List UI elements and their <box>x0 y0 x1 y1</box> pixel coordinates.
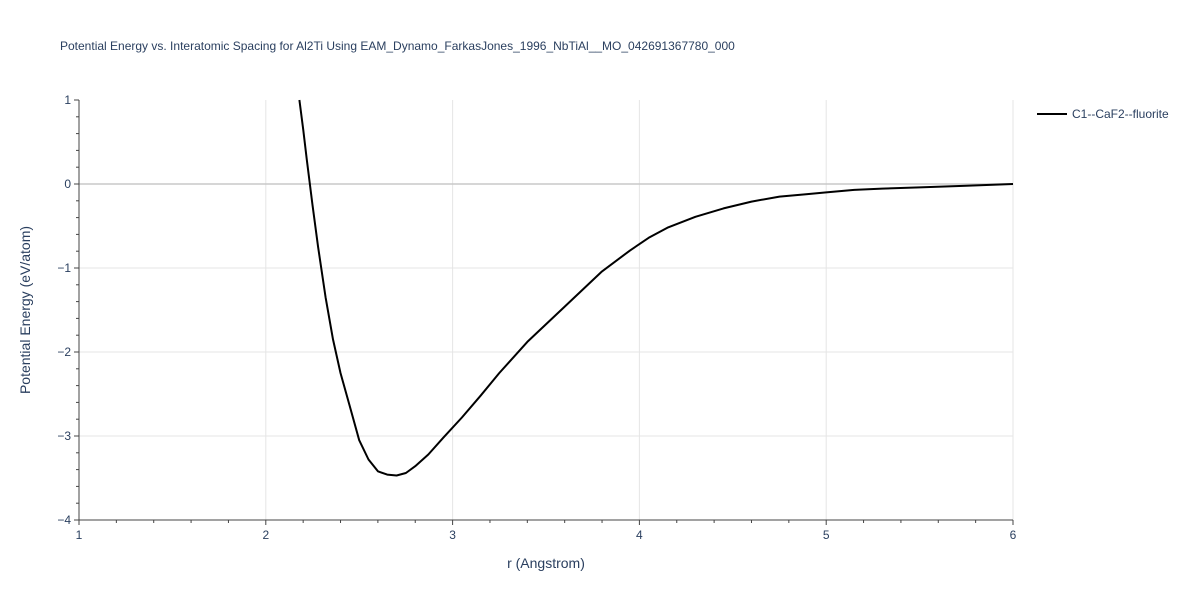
x-tick-label: 1 <box>76 528 83 542</box>
series-line <box>298 99 1014 477</box>
x-tick-label: 6 <box>1010 528 1017 542</box>
legend: C1--CaF2--fluorite <box>1037 107 1169 121</box>
y-tick-label: −4 <box>57 513 71 527</box>
legend-label: C1--CaF2--fluorite <box>1072 107 1169 121</box>
y-tick-label: 1 <box>64 93 71 107</box>
y-axis-title: Potential Energy (eV/atom) <box>17 226 33 394</box>
x-tick-label: 2 <box>262 528 269 542</box>
y-tick-label: 0 <box>64 177 71 191</box>
x-tick-label: 3 <box>449 528 456 542</box>
y-tick-label: −3 <box>57 429 71 443</box>
y-tick-label: −2 <box>57 345 71 359</box>
grid <box>79 100 1014 520</box>
x-tick-label: 4 <box>636 528 643 542</box>
x-axis-title: r (Angstrom) <box>507 555 585 571</box>
series-lines <box>298 99 1014 477</box>
axes <box>74 99 1014 525</box>
x-tick-label: 5 <box>823 528 830 542</box>
y-tick-label: −1 <box>57 261 71 275</box>
tick-labels: 1 2 3 4 5 6 1 0 −1 −2 −3 −4 <box>57 93 1016 542</box>
chart-title: Potential Energy vs. Interatomic Spacing… <box>60 39 735 53</box>
